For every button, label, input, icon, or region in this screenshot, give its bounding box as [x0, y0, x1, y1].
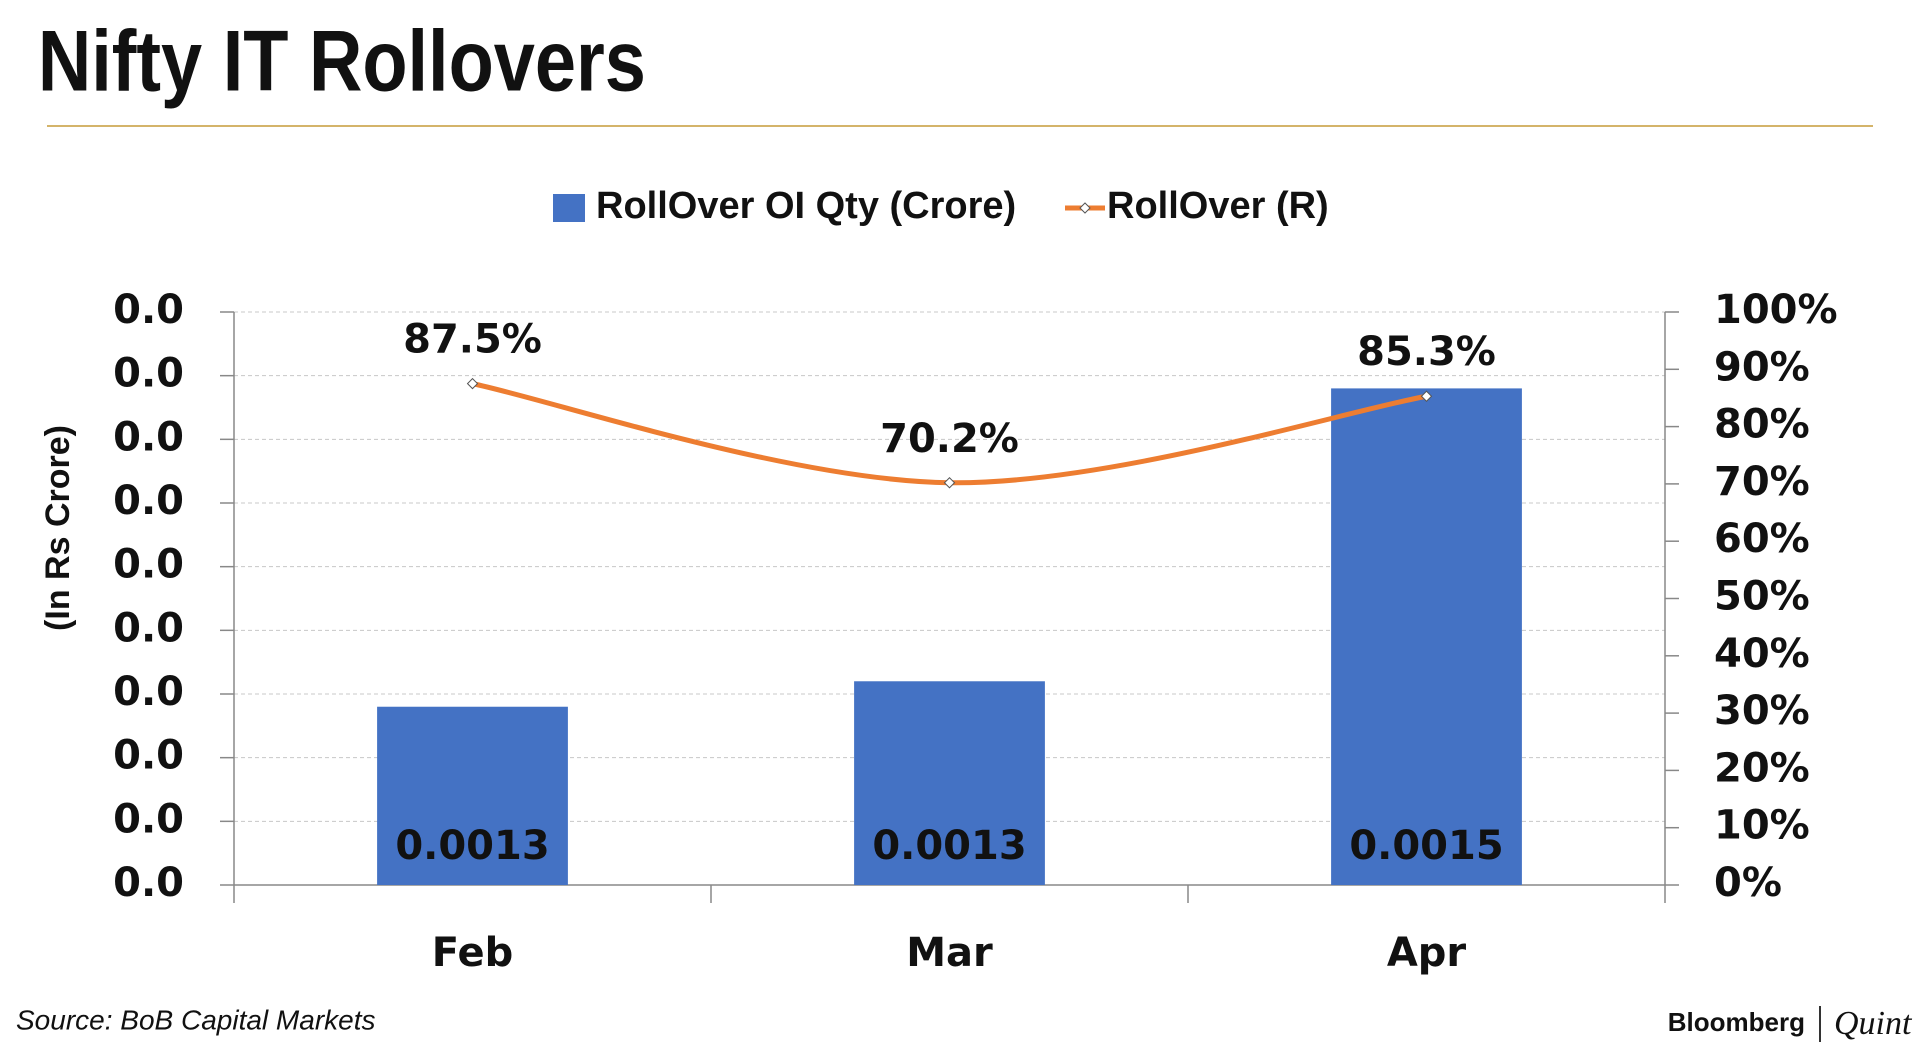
- y2-tick-label: 40%: [1714, 631, 1810, 677]
- y-tick-label: 0.0: [113, 542, 184, 588]
- bar: [854, 681, 1045, 885]
- y-tick-label: 0.0: [113, 414, 184, 460]
- line-marker: [1420, 390, 1433, 402]
- line-marker: [943, 477, 956, 489]
- y2-tick-label: 90%: [1714, 344, 1810, 390]
- bar: [1331, 388, 1522, 885]
- y2-tick-label: 30%: [1714, 688, 1810, 734]
- legend-label: RollOver OI Qty (Crore): [596, 185, 1016, 227]
- y2-tick-label: 100%: [1714, 287, 1838, 333]
- y-tick-label: 0.0: [113, 796, 184, 842]
- source: Source: BoB Capital Markets: [16, 1004, 376, 1035]
- legend-marker: [1079, 202, 1091, 214]
- line-marker: [466, 377, 479, 390]
- line-value-label: 70.2%: [880, 416, 1019, 462]
- line-value-label: 85.3%: [1357, 329, 1496, 375]
- y-tick-label: 0.0: [113, 605, 184, 651]
- y-tick-label: 0.0: [113, 478, 184, 524]
- y-tick-label: 0.0: [113, 860, 184, 906]
- line-value-label: 87.5%: [403, 317, 542, 363]
- y2-tick-label: 80%: [1714, 402, 1810, 448]
- x-tick-label: Mar: [906, 930, 993, 976]
- bar: [377, 706, 568, 885]
- y2-tick-label: 20%: [1714, 745, 1810, 791]
- bar-value-label: 0.0015: [1349, 823, 1503, 869]
- legend-swatch: [553, 194, 585, 222]
- x-tick-label: Feb: [432, 930, 513, 976]
- y2-tick-label: 10%: [1714, 803, 1810, 849]
- y-tick-label: 0.0: [113, 287, 184, 333]
- bar-value-label: 0.0013: [872, 823, 1026, 869]
- y-tick-label: 0.0: [113, 669, 184, 715]
- y-axis-label: (In Rs Crore): [39, 425, 77, 631]
- y2-tick-label: 70%: [1714, 459, 1810, 505]
- brand-bloomberg: Bloomberg: [1668, 1007, 1805, 1037]
- brand-quint: Quint: [1834, 1005, 1913, 1042]
- y-tick-label: 0.0: [113, 351, 184, 397]
- chart-title: Nifty IT Rollovers: [38, 12, 646, 109]
- x-tick-label: Apr: [1387, 930, 1467, 976]
- y2-tick-label: 0%: [1714, 860, 1782, 906]
- y-tick-label: 0.0: [113, 733, 184, 779]
- y2-tick-label: 60%: [1714, 516, 1810, 562]
- legend-label: RollOver (R): [1107, 185, 1329, 227]
- y2-tick-label: 50%: [1714, 574, 1810, 620]
- bar-value-label: 0.0013: [395, 823, 549, 869]
